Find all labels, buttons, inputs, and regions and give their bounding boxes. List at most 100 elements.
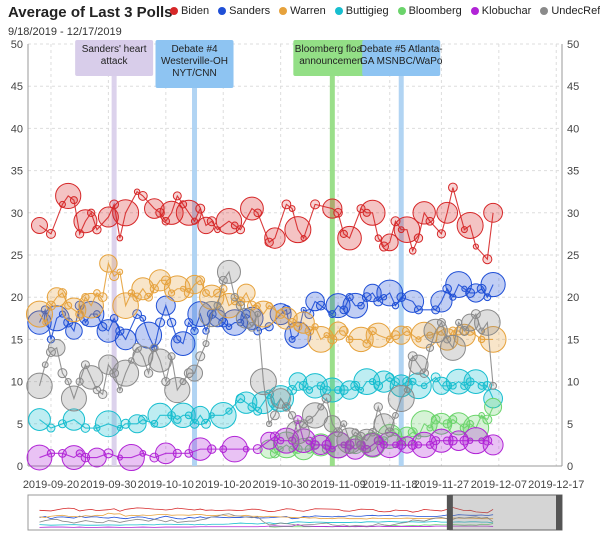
legend-swatch	[470, 7, 479, 15]
data-point-buttigieg	[288, 372, 308, 391]
data-point-buttigieg	[147, 402, 173, 428]
data-point-biden	[137, 191, 148, 201]
data-point-biden	[172, 191, 182, 201]
legend-label: Sanders	[229, 5, 271, 17]
y-tick-label-right: 50	[567, 39, 579, 51]
data-point-biden	[161, 217, 171, 226]
data-point-warren	[265, 301, 273, 310]
data-point-klobuchar	[117, 444, 145, 472]
x-tick-label: 2019-11-18	[362, 479, 417, 491]
data-point-sanders	[380, 294, 388, 301]
legend-item-buttigieg[interactable]: Buttigieg	[334, 5, 389, 17]
data-point-undecref	[373, 402, 383, 412]
data-point-buttigieg	[463, 369, 489, 395]
data-point-klobuchar	[414, 441, 423, 449]
data-point-biden	[190, 217, 199, 225]
data-point-biden	[264, 227, 286, 249]
legend-label: Warren	[290, 5, 326, 17]
data-point-biden	[339, 229, 348, 238]
data-point-buttigieg	[209, 401, 237, 429]
data-point-warren	[323, 332, 330, 339]
y-tick-label-right: 25	[567, 250, 579, 262]
data-point-warren	[112, 292, 139, 319]
legend-label: Biden	[181, 5, 210, 17]
data-point-undecref	[373, 413, 395, 435]
data-point-sanders	[27, 310, 52, 335]
data-point-undecref	[47, 339, 66, 357]
event-label-text: Westerville-OH	[161, 56, 228, 67]
data-point-biden	[133, 188, 141, 195]
event-label-box	[155, 40, 234, 88]
data-point-sanders	[480, 271, 506, 298]
x-tick-label: 2019-09-20	[23, 479, 79, 491]
data-point-undecref	[301, 402, 329, 429]
y-tick-label-right: 35	[567, 166, 579, 178]
data-point-biden	[86, 208, 96, 218]
x-tick-label: 2019-09-30	[80, 479, 136, 491]
data-point-sanders	[413, 305, 423, 315]
data-point-biden	[390, 216, 401, 227]
data-point-undecref	[356, 431, 366, 442]
data-point-klobuchar	[46, 449, 56, 458]
legend-item-klobuchar[interactable]: Klobuchar	[470, 5, 531, 17]
data-point-buttigieg	[358, 387, 365, 394]
data-point-sanders	[155, 317, 166, 328]
data-point-undecref	[254, 310, 261, 318]
data-point-undecref	[195, 351, 206, 362]
data-point-warren	[348, 326, 374, 353]
data-point-biden	[393, 216, 421, 243]
data-point-warren	[390, 330, 401, 341]
data-point-biden	[456, 211, 484, 239]
legend-item-bloomberg[interactable]: Bloomberg	[397, 5, 462, 17]
data-point-sanders	[465, 287, 476, 298]
legend-item-sanders[interactable]: Sanders	[218, 5, 270, 17]
data-point-klobuchar	[61, 445, 87, 470]
data-point-undecref	[392, 411, 399, 419]
data-point-warren	[365, 322, 391, 348]
data-point-warren	[479, 326, 507, 353]
y-tick-label-left: 45	[11, 81, 23, 93]
data-point-bloomberg	[269, 448, 280, 459]
event-label-text: attack	[101, 56, 129, 67]
data-point-buttigieg	[137, 414, 148, 425]
data-point-biden	[448, 182, 458, 193]
data-point-undecref	[64, 378, 72, 386]
x-tick-label: 2019-12-17	[528, 479, 584, 491]
legend-item-undecref[interactable]: UndecRef	[540, 5, 600, 17]
legend-swatch	[334, 7, 343, 15]
legend-swatch	[279, 7, 288, 15]
series-line-sanders	[38, 283, 494, 350]
data-point-sanders	[139, 314, 147, 322]
data-point-warren	[144, 292, 153, 302]
data-point-undecref	[287, 411, 297, 420]
legend-swatch	[540, 7, 549, 15]
data-point-biden	[337, 225, 362, 251]
y-tick-label-left: 50	[11, 39, 23, 51]
data-point-undecref	[285, 420, 310, 445]
x-tick-label: 2019-10-10	[138, 479, 194, 491]
data-point-biden	[322, 198, 343, 219]
data-point-klobuchar	[103, 448, 114, 459]
data-point-undecref	[317, 403, 325, 411]
data-point-buttigieg	[116, 424, 123, 432]
data-point-warren	[42, 319, 49, 326]
legend-item-biden[interactable]: Biden	[170, 5, 209, 17]
data-point-warren	[391, 325, 411, 345]
data-point-undecref	[57, 368, 68, 379]
data-point-sanders	[77, 300, 105, 328]
overview-line-biden	[39, 507, 494, 514]
data-point-biden	[482, 254, 493, 265]
legend-swatch	[170, 7, 178, 15]
overview-line-buttigieg	[39, 521, 494, 526]
data-point-biden	[230, 221, 239, 230]
data-point-undecref	[305, 415, 314, 424]
event-band	[192, 44, 198, 466]
y-tick-label-left: 25	[11, 250, 23, 262]
data-point-undecref	[407, 351, 418, 362]
data-point-warren	[401, 325, 412, 336]
data-point-buttigieg	[465, 377, 475, 387]
data-point-klobuchar	[242, 445, 250, 453]
x-tick-label: 2019-10-20	[195, 479, 251, 491]
legend-item-warren[interactable]: Warren	[279, 5, 326, 17]
data-point-undecref	[270, 388, 291, 409]
